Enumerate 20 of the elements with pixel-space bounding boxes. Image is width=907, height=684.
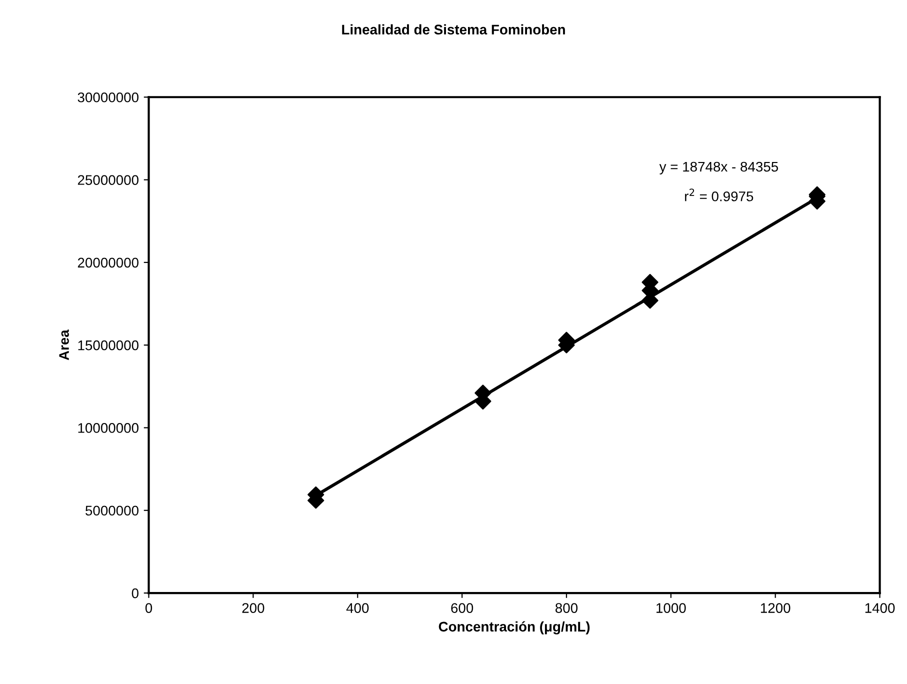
chart-title: Linealidad de Sistema Fominoben bbox=[342, 24, 565, 35]
y-tick-label: 30000000 bbox=[78, 92, 138, 102]
y-axis-title: Area bbox=[59, 330, 69, 360]
x-tick-label: 1400 bbox=[865, 603, 895, 613]
x-tick-label: 600 bbox=[451, 603, 474, 613]
y-tick-label: 20000000 bbox=[78, 258, 138, 268]
y-tick-label: 15000000 bbox=[78, 340, 138, 350]
x-tick-label: 800 bbox=[556, 603, 578, 613]
annotation: r$^{2}$ = 0.9975 bbox=[685, 188, 754, 202]
y-tick-label: 10000000 bbox=[78, 423, 138, 433]
x-tick-label: 400 bbox=[346, 603, 369, 613]
x-tick-label: 1000 bbox=[656, 603, 686, 613]
x-tick-label: 200 bbox=[242, 603, 264, 613]
y-tick-label: 0 bbox=[132, 588, 138, 598]
y-tick-label: 5000000 bbox=[86, 506, 138, 516]
y-tick-label: 25000000 bbox=[78, 175, 138, 185]
annotation: y = 18748x - 84355 bbox=[659, 162, 778, 174]
x-tick-label: 1200 bbox=[760, 603, 790, 613]
x-axis-title: Concentración (μg/mL) bbox=[438, 621, 590, 634]
x-tick-label: 0 bbox=[145, 603, 152, 613]
